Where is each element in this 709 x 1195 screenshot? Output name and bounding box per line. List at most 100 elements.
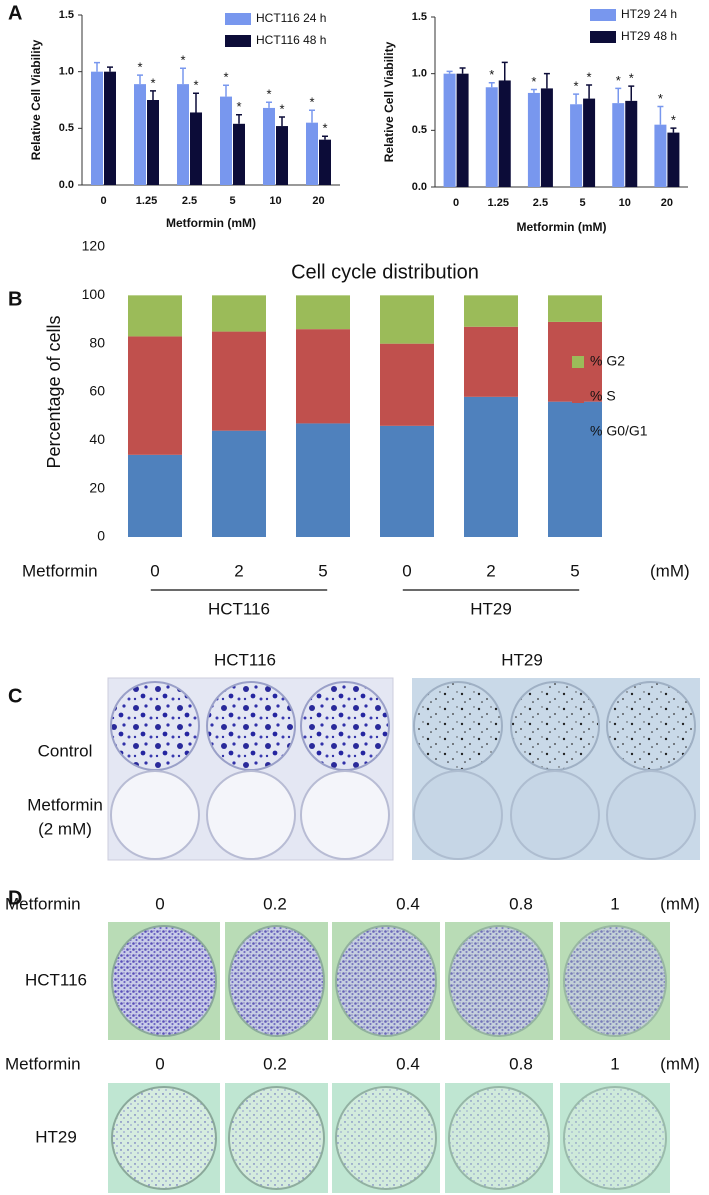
- bar: [485, 87, 498, 187]
- bar: [134, 84, 146, 185]
- significance-mark: *: [279, 101, 284, 116]
- significance-mark: *: [309, 95, 314, 110]
- bar-segment: [464, 295, 518, 327]
- well: [111, 1086, 217, 1190]
- bar-segment: [464, 396, 518, 537]
- significance-mark: *: [236, 99, 241, 114]
- bar: [570, 104, 583, 187]
- legend-label: % G2: [590, 353, 625, 369]
- x-tick-label: 20: [661, 197, 673, 209]
- x-tick-label: 1.25: [488, 197, 509, 209]
- legend-swatch: [572, 391, 584, 403]
- bar-segment: [296, 295, 350, 330]
- x-tick-label: 10: [619, 197, 631, 209]
- y-tick-label: 20: [89, 479, 105, 495]
- x-tick-label: 20: [312, 195, 324, 207]
- legend-label: HT29 48 h: [621, 29, 677, 43]
- bar-segment: [212, 295, 266, 332]
- y-tick-label: 1.0: [59, 66, 74, 78]
- error-bar: [657, 105, 664, 125]
- bar-segment: [212, 331, 266, 431]
- bar: [306, 122, 318, 185]
- treatment-label: Metformin: [5, 894, 81, 913]
- well-photo: [560, 1083, 670, 1193]
- legend-swatch: [225, 35, 251, 47]
- bar: [456, 73, 469, 187]
- x-tick-label: 2: [234, 561, 243, 580]
- error-bar: [501, 61, 508, 81]
- bar-segment: [548, 401, 602, 537]
- y-tick-label: 1.5: [412, 11, 427, 23]
- dose-label: 0.8: [509, 1054, 533, 1073]
- dose-label: 0.8: [509, 894, 533, 913]
- bar: [319, 139, 331, 185]
- significance-mark: *: [574, 79, 579, 94]
- significance-mark: *: [489, 67, 494, 82]
- well-photo: [445, 1083, 553, 1193]
- bar-segment: [128, 336, 182, 455]
- unit-label: (mM): [660, 894, 700, 913]
- error-bar: [459, 67, 466, 74]
- y-tick-label: 0.0: [412, 181, 427, 193]
- bar: [443, 73, 456, 187]
- bar: [104, 71, 116, 185]
- x-prefix: Metformin: [22, 561, 98, 580]
- dose-label: 1: [610, 894, 619, 913]
- bar-segment: [296, 423, 350, 537]
- error-bar: [322, 135, 328, 140]
- bar-segment: [296, 329, 350, 424]
- x-tick-label: 0: [402, 561, 411, 580]
- bar: [667, 132, 680, 187]
- error-bar: [309, 109, 315, 123]
- y-tick-label: 40: [89, 431, 105, 447]
- column-label: HCT116: [214, 650, 276, 669]
- x-tick-label: 2.5: [533, 197, 548, 209]
- panel-label: C: [8, 685, 22, 707]
- chart-title: Cell cycle distribution: [291, 261, 479, 283]
- bar: [190, 112, 202, 185]
- legend-label: HCT116 48 h: [256, 33, 326, 47]
- error-bar: [150, 90, 156, 100]
- significance-mark: *: [629, 71, 634, 86]
- x-tick-label: 0: [150, 561, 159, 580]
- group-label: HCT116: [208, 599, 270, 618]
- dose-label: 0: [155, 894, 164, 913]
- dose-label: 0: [155, 1054, 164, 1073]
- bar-segment: [128, 295, 182, 337]
- error-bar: [180, 67, 186, 85]
- significance-mark: *: [137, 60, 142, 75]
- well: [563, 925, 667, 1037]
- x-tick-label: 1.25: [136, 195, 157, 207]
- dose-label: 1: [610, 1054, 619, 1073]
- dose-label: 0.4: [396, 894, 420, 913]
- dose-label: 0.2: [263, 1054, 287, 1073]
- error-bar: [236, 113, 242, 124]
- dose-label: 0.2: [263, 894, 287, 913]
- bar: [91, 71, 103, 185]
- dose-label: 0.4: [396, 1054, 420, 1073]
- error-bar: [223, 84, 229, 97]
- x-tick-label: 5: [570, 561, 579, 580]
- bar: [654, 124, 667, 187]
- y-tick-label: 80: [89, 334, 105, 350]
- y-tick-label: 60: [89, 383, 105, 399]
- plate-photo: [107, 677, 394, 861]
- legend-swatch: [572, 426, 584, 438]
- legend-swatch: [590, 31, 616, 43]
- column-label: HT29: [501, 650, 543, 669]
- legend-swatch: [590, 9, 616, 21]
- row-label: Control: [38, 741, 93, 760]
- y-tick-label: 0.5: [412, 124, 427, 136]
- significance-mark: *: [616, 73, 621, 88]
- panel-label: D: [8, 887, 22, 909]
- x-tick-label: 0: [453, 197, 459, 209]
- bar-segment: [380, 425, 434, 537]
- x-axis-label: Metformin (mM): [517, 220, 607, 234]
- y-tick-label: 100: [82, 286, 106, 302]
- x-tick-label: 2.5: [182, 195, 197, 207]
- error-bar: [266, 101, 272, 108]
- bar-segment: [548, 295, 602, 322]
- cell-line-label: HT29: [35, 1127, 77, 1146]
- bar: [233, 123, 245, 185]
